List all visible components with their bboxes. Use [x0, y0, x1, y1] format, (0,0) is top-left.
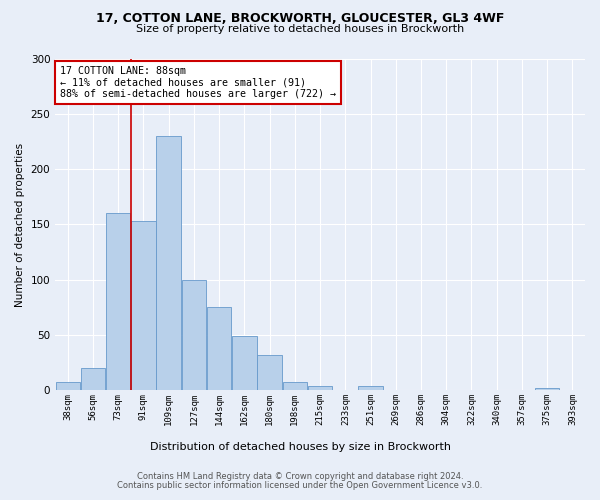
Text: 17, COTTON LANE, BROCKWORTH, GLOUCESTER, GL3 4WF: 17, COTTON LANE, BROCKWORTH, GLOUCESTER,… — [96, 12, 504, 26]
Text: Size of property relative to detached houses in Brockworth: Size of property relative to detached ho… — [136, 24, 464, 34]
Bar — [358, 386, 383, 390]
Text: Contains public sector information licensed under the Open Government Licence v3: Contains public sector information licen… — [118, 481, 482, 490]
Y-axis label: Number of detached properties: Number of detached properties — [15, 142, 25, 306]
Text: Distribution of detached houses by size in Brockworth: Distribution of detached houses by size … — [149, 442, 451, 452]
Bar — [232, 336, 257, 390]
Bar — [182, 280, 206, 390]
Bar — [257, 354, 282, 390]
Text: 17 COTTON LANE: 88sqm
← 11% of detached houses are smaller (91)
88% of semi-deta: 17 COTTON LANE: 88sqm ← 11% of detached … — [61, 66, 337, 99]
Bar — [535, 388, 559, 390]
Bar — [56, 382, 80, 390]
Bar — [106, 214, 130, 390]
Bar — [207, 307, 232, 390]
Bar — [81, 368, 105, 390]
Bar — [283, 382, 307, 390]
Text: Contains HM Land Registry data © Crown copyright and database right 2024.: Contains HM Land Registry data © Crown c… — [137, 472, 463, 481]
Bar — [157, 136, 181, 390]
Bar — [131, 221, 156, 390]
Bar — [308, 386, 332, 390]
